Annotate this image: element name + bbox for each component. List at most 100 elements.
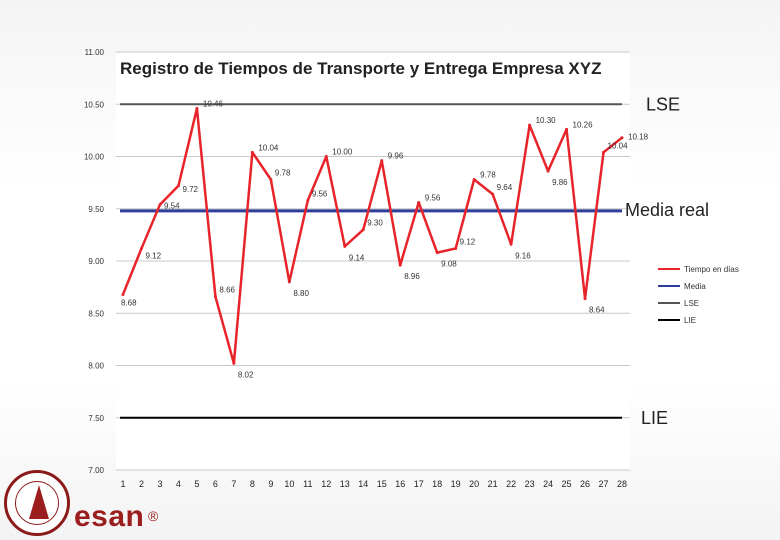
legend-label: Tiempo en días [684, 265, 739, 274]
data-point [565, 127, 569, 131]
chart-title: Registro de Tiempos de Transporte y Entr… [120, 59, 602, 78]
data-point [213, 295, 217, 299]
y-tick-label: 11.00 [85, 48, 105, 57]
data-point [195, 106, 199, 110]
legend-label: LIE [684, 316, 696, 325]
x-tick-label: 6 [213, 479, 218, 489]
x-tick-label: 22 [506, 479, 516, 489]
esan-logo: esan ® [0, 468, 200, 540]
legend-label: Media [684, 282, 706, 291]
data-point [528, 123, 532, 127]
x-tick-label: 13 [340, 479, 350, 489]
data-point [454, 246, 458, 250]
y-tick-label: 8.50 [88, 309, 104, 318]
y-tick-label: 9.50 [88, 205, 104, 214]
series-line-tiempo [121, 107, 623, 365]
x-tick-label: 8 [250, 479, 255, 489]
media-annotation: Media real [625, 200, 709, 220]
x-tick-label: 24 [543, 479, 553, 489]
data-point [158, 203, 162, 207]
data-label: 8.68 [121, 298, 137, 307]
data-point [250, 150, 254, 154]
y-tick-label: 7.00 [88, 466, 104, 475]
data-point [509, 242, 513, 246]
data-label: 8.64 [589, 306, 605, 315]
data-label: 8.96 [404, 272, 420, 281]
x-tick-label: 12 [321, 479, 331, 489]
data-label: 9.56 [312, 189, 328, 198]
data-point [232, 361, 236, 365]
data-label: 9.14 [349, 253, 365, 262]
data-point [583, 297, 587, 301]
data-point [343, 244, 347, 248]
data-label: 9.54 [164, 202, 180, 211]
x-tick-label: 10 [284, 479, 294, 489]
data-point [546, 169, 550, 173]
data-label: 10.26 [573, 120, 594, 129]
data-point [269, 177, 273, 181]
x-tick-label: 26 [580, 479, 590, 489]
x-tick-label: 20 [469, 479, 479, 489]
data-label: 8.02 [238, 370, 254, 379]
data-label: 9.30 [367, 219, 383, 228]
x-tick-label: 5 [194, 479, 199, 489]
x-tick-label: 3 [157, 479, 162, 489]
y-tick-label: 7.50 [88, 414, 104, 423]
data-label: 10.46 [203, 99, 224, 108]
data-label: 10.04 [258, 143, 279, 152]
x-tick-label: 4 [176, 479, 181, 489]
data-label: 9.86 [552, 178, 568, 187]
data-label: 8.80 [293, 289, 309, 298]
legend-label: LSE [684, 299, 699, 308]
x-tick-label: 19 [451, 479, 461, 489]
data-label: 8.66 [219, 286, 235, 295]
y-tick-label: 10.00 [84, 153, 105, 162]
y-tick-label: 9.00 [88, 257, 104, 266]
x-tick-label: 15 [377, 479, 387, 489]
x-tick-label: 11 [303, 479, 312, 489]
data-label: 9.96 [388, 152, 404, 161]
data-point [324, 155, 328, 158]
data-point [361, 228, 365, 232]
data-point [491, 192, 495, 196]
data-label: 9.16 [515, 251, 531, 260]
data-label: 9.56 [425, 193, 441, 202]
data-point [398, 263, 402, 267]
x-tick-label: 18 [432, 479, 442, 489]
data-label: 9.64 [497, 183, 513, 192]
y-tick-label: 10.50 [84, 100, 105, 109]
registered-mark: ® [148, 508, 159, 524]
data-point [602, 150, 606, 154]
data-label: 9.72 [182, 185, 198, 194]
data-point [139, 246, 143, 250]
x-tick-label: 27 [599, 479, 609, 489]
data-point [306, 198, 310, 202]
data-point [417, 200, 421, 204]
university-seal [4, 470, 70, 536]
seal-ring [15, 481, 59, 525]
data-label: 10.30 [536, 116, 557, 125]
data-point [380, 159, 384, 163]
data-label: 10.04 [608, 141, 629, 150]
data-point [435, 251, 439, 255]
lie-annotation: LIE [641, 408, 668, 428]
data-point [176, 184, 180, 188]
data-label: 9.08 [441, 260, 457, 269]
x-tick-label: 25 [562, 479, 572, 489]
x-tick-label: 21 [488, 479, 498, 489]
lse-annotation: LSE [646, 94, 680, 114]
x-tick-label: 28 [617, 479, 627, 489]
y-tick-label: 8.00 [88, 362, 104, 371]
data-point [287, 280, 291, 284]
data-label: 9.78 [275, 168, 291, 177]
tree-icon [29, 485, 49, 519]
data-label: 9.12 [145, 251, 161, 260]
x-tick-label: 14 [358, 479, 368, 489]
x-tick-label: 9 [268, 479, 273, 489]
data-label: 10.18 [628, 133, 649, 142]
data-label: 9.78 [480, 170, 496, 179]
data-label: 9.12 [460, 237, 476, 246]
data-point [620, 136, 624, 140]
x-tick-label: 2 [139, 479, 144, 489]
